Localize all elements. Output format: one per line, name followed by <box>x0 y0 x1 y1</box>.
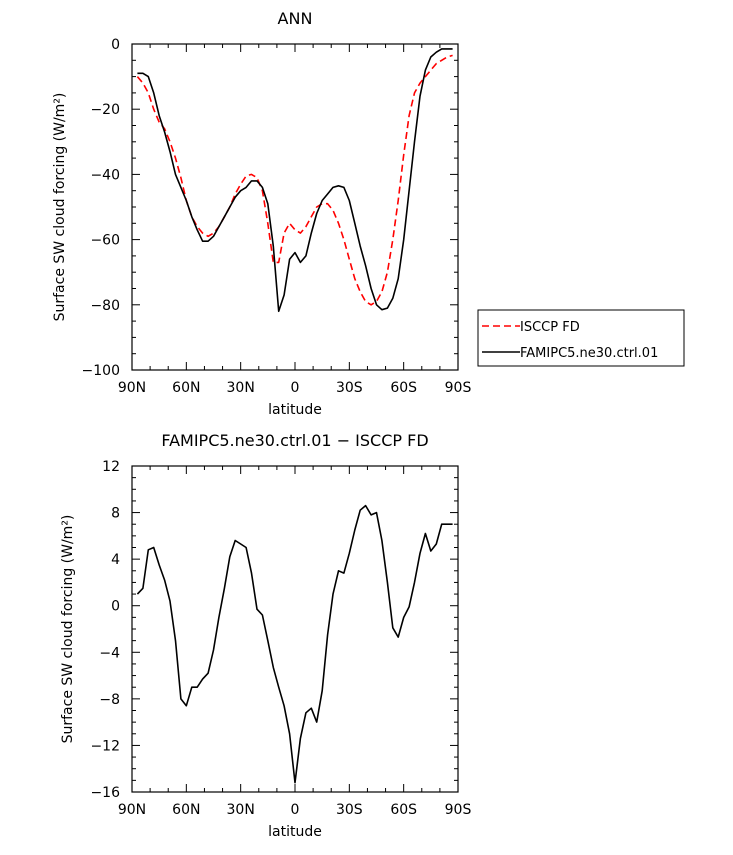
x-tick-label: 90S <box>445 802 472 818</box>
y-axis-label: Surface SW cloud forcing (W/m²) <box>52 93 68 322</box>
y-tick-label: 0 <box>111 599 120 615</box>
x-tick-label: 30N <box>227 380 255 396</box>
x-tick-label: 90N <box>118 802 146 818</box>
y-tick-label: 12 <box>102 459 120 475</box>
x-tick-label: 30S <box>336 380 363 396</box>
legend-box <box>477 309 685 367</box>
y-tick-label: −40 <box>90 167 120 183</box>
plot-frame <box>131 465 459 793</box>
panel-2 <box>131 465 459 793</box>
chart-title: ANN <box>278 9 313 28</box>
plot-frame <box>131 43 459 371</box>
chart-title: FAMIPC5.ne30.ctrl.01 − ISCCP FD <box>161 431 428 450</box>
y-tick-label: −60 <box>90 233 120 249</box>
x-tick-label: 90N <box>118 380 146 396</box>
x-tick-label: 0 <box>291 380 300 396</box>
x-tick-label: 90S <box>445 380 472 396</box>
x-tick-label: 60S <box>390 802 417 818</box>
legend-label: FAMIPC5.ne30.ctrl.01 <box>520 346 658 361</box>
x-axis-label: latitude <box>268 402 322 418</box>
y-tick-label: −16 <box>90 785 120 801</box>
x-tick-label: 0 <box>291 802 300 818</box>
y-tick-label: 0 <box>111 37 120 53</box>
x-tick-label: 30N <box>227 802 255 818</box>
y-tick-label: −20 <box>90 102 120 118</box>
y-tick-label: 8 <box>111 506 120 522</box>
x-tick-label: 60N <box>172 802 200 818</box>
series-line-isccp-fd <box>136 54 453 306</box>
legend-label: ISCCP FD <box>520 320 580 335</box>
series-line-famipc5-ne30-ctrl-01 <box>137 48 453 313</box>
y-tick-label: −8 <box>99 692 120 708</box>
series-line-difference <box>136 504 453 784</box>
x-tick-label: 60N <box>172 380 200 396</box>
x-tick-label: 30S <box>336 802 363 818</box>
x-tick-label: 60S <box>390 380 417 396</box>
y-axis-label: Surface SW cloud forcing (W/m²) <box>60 515 76 744</box>
x-axis-label: latitude <box>268 824 322 840</box>
y-tick-label: 4 <box>111 552 120 568</box>
y-tick-label: −12 <box>90 738 120 754</box>
y-tick-label: −4 <box>99 645 120 661</box>
y-tick-label: −80 <box>90 298 120 314</box>
panel-1 <box>131 43 685 371</box>
y-tick-label: −100 <box>82 363 120 379</box>
